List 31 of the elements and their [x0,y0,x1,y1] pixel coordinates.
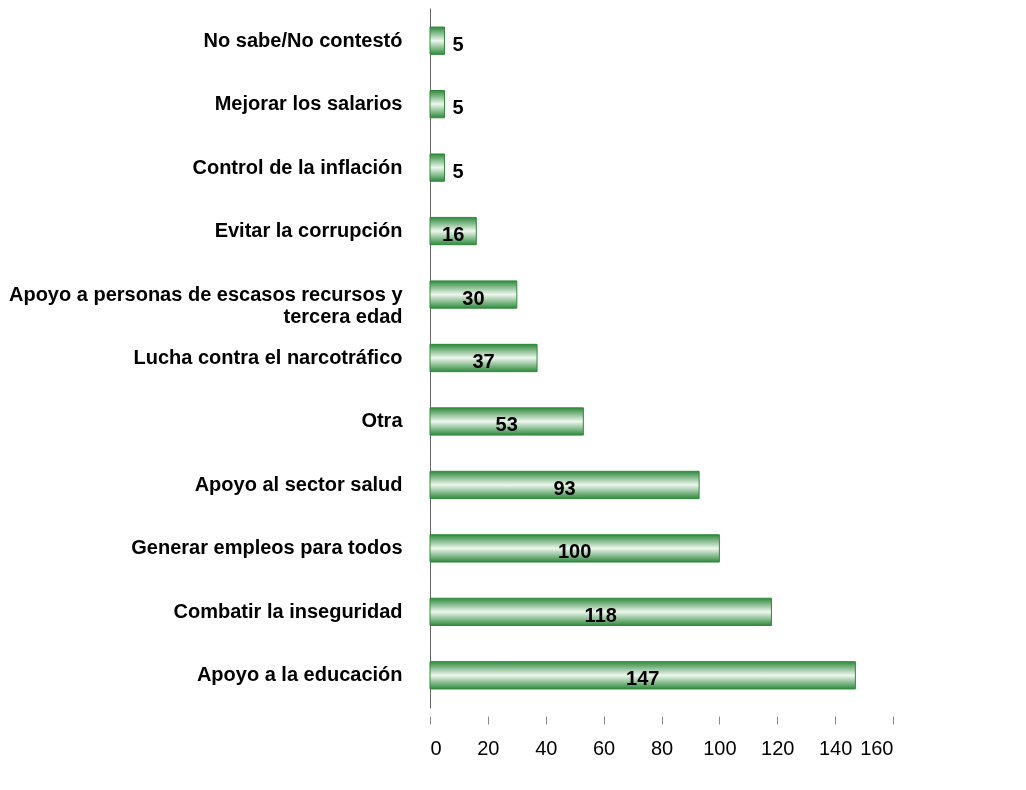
data-label: 93 [553,476,576,499]
x-tick-label: 140 [818,736,853,759]
y-tick-label: Control de la inflación [192,155,403,178]
y-tick-label: Apoyo a personas de escasos recursos y tercera edad [8,282,404,327]
y-tick-label: Generar empleos para todos [131,536,403,559]
data-label: 147 [626,667,660,690]
y-tick-label: Apoyo a la educación [196,663,403,686]
data-label: 37 [472,350,495,372]
x-tick-label: 120 [761,736,795,759]
data-label: 30 [462,286,485,309]
y-tick-label: Lucha contra el narcotráfico [133,346,403,368]
y-tick-label: Combatir la inseguridad [173,599,403,622]
data-label: 100 [558,540,592,563]
y-tick-label: Otra [361,409,404,432]
data-label: 5 [452,159,464,182]
x-tick-label: 0 [430,736,442,759]
x-tick-label: 80 [650,736,674,759]
x-tick-label: 160 [860,736,894,759]
y-tick-label: Mejorar los salarios [214,92,403,115]
data-label: 5 [452,32,464,55]
data-label: 53 [495,413,518,436]
y-tick-label: No sabe/No contestó [203,28,403,51]
x-tick-label: 100 [703,736,737,759]
x-tick-label: 40 [535,736,558,759]
data-label: 5 [452,96,464,119]
x-tick-label: 60 [593,736,616,759]
y-tick-label: Evitar la corrupción [214,219,403,242]
data-label: 16 [442,223,465,246]
x-tick-label: 20 [477,736,500,759]
y-tick-label: Apoyo al sector salud [194,472,403,495]
data-label: 118 [584,603,617,626]
